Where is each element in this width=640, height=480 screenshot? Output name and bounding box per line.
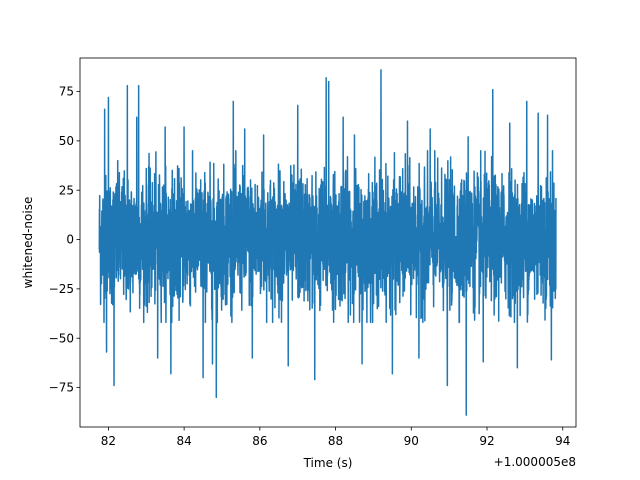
y-axis-label: whitened-noise bbox=[21, 197, 35, 289]
x-axis: 82 84 86 88 90 92 94 bbox=[101, 427, 570, 448]
y-tick-label: −50 bbox=[49, 331, 74, 345]
axes-frame bbox=[79, 57, 577, 428]
x-tick-label: 88 bbox=[328, 434, 343, 448]
x-tick-label: 82 bbox=[101, 434, 116, 448]
plot-area bbox=[80, 58, 576, 427]
x-axis-offset-label: +1.000005e8 bbox=[494, 455, 576, 469]
x-tick-label: 94 bbox=[555, 434, 570, 448]
y-tick-label: 50 bbox=[59, 134, 74, 148]
x-axis-label: Time (s) bbox=[303, 456, 353, 470]
y-tick-label: −75 bbox=[49, 381, 74, 395]
series-line bbox=[98, 69, 557, 416]
x-tick-label: 86 bbox=[252, 434, 267, 448]
x-tick-label: 92 bbox=[479, 434, 494, 448]
y-tick-label: 25 bbox=[59, 183, 74, 197]
y-tick-label: 75 bbox=[59, 85, 74, 99]
y-tick-label: 0 bbox=[66, 233, 74, 247]
x-tick-label: 84 bbox=[176, 434, 191, 448]
y-tick-label: −25 bbox=[49, 282, 74, 296]
x-tick-label: 90 bbox=[404, 434, 419, 448]
y-axis: −75 −50 −25 0 25 50 75 bbox=[49, 85, 80, 395]
